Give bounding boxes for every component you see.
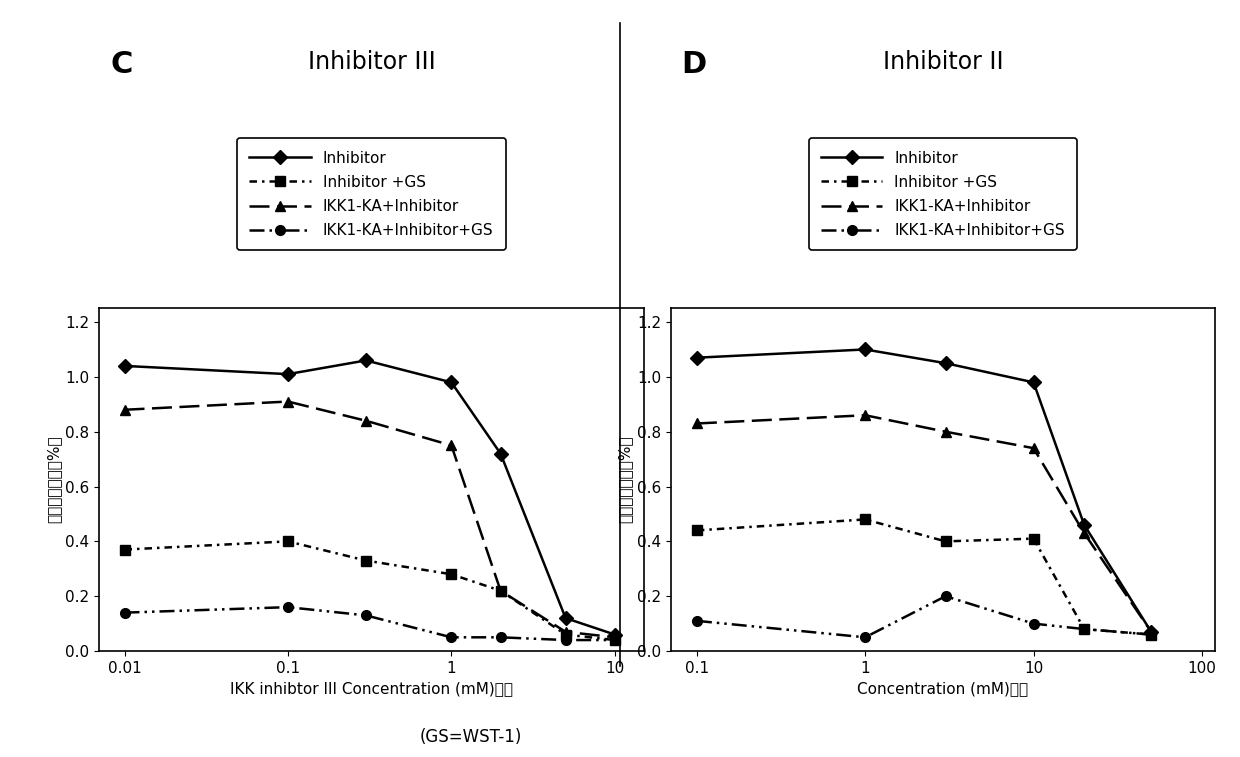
Inhibitor <box>558 614 573 623</box>
IKK1-KA+Inhibitor+GS <box>689 616 704 625</box>
X-axis label: Concentration (mM)浓度: Concentration (mM)浓度 <box>857 681 1028 696</box>
Line: IKK1-KA+Inhibitor+GS: IKK1-KA+Inhibitor+GS <box>692 591 1156 642</box>
Inhibitor +GS <box>494 586 508 595</box>
Line: IKK1-KA+Inhibitor: IKK1-KA+Inhibitor <box>119 397 620 642</box>
IKK1-KA+Inhibitor+GS <box>858 633 873 642</box>
IKK1-KA+Inhibitor <box>689 419 704 428</box>
IKK1-KA+Inhibitor+GS <box>1027 619 1042 628</box>
IKK1-KA+Inhibitor+GS <box>444 633 459 642</box>
Y-axis label: 细胞存活（对照%）: 细胞存活（对照%） <box>46 436 61 524</box>
IKK1-KA+Inhibitor+GS <box>117 608 131 617</box>
Line: Inhibitor +GS: Inhibitor +GS <box>119 537 620 645</box>
Inhibitor +GS <box>689 526 704 535</box>
IKK1-KA+Inhibitor <box>1076 528 1091 537</box>
IKK1-KA+Inhibitor <box>494 586 508 595</box>
IKK1-KA+Inhibitor+GS <box>358 611 373 620</box>
Inhibitor +GS <box>358 556 373 565</box>
Text: (GS=WST-1): (GS=WST-1) <box>420 728 522 746</box>
Inhibitor <box>280 369 295 378</box>
Inhibitor <box>939 359 954 368</box>
Inhibitor <box>689 354 704 363</box>
Inhibitor +GS <box>608 636 622 645</box>
Line: IKK1-KA+Inhibitor+GS: IKK1-KA+Inhibitor+GS <box>119 603 620 645</box>
Inhibitor <box>608 630 622 639</box>
IKK1-KA+Inhibitor+GS <box>1076 625 1091 634</box>
IKK1-KA+Inhibitor <box>280 397 295 406</box>
Inhibitor +GS <box>1076 625 1091 634</box>
Inhibitor <box>444 378 459 387</box>
IKK1-KA+Inhibitor <box>858 411 873 420</box>
Inhibitor +GS <box>280 537 295 546</box>
Inhibitor +GS <box>1143 630 1158 639</box>
IKK1-KA+Inhibitor <box>1027 444 1042 453</box>
X-axis label: IKK inhibtor III Concentration (mM)浓度: IKK inhibtor III Concentration (mM)浓度 <box>229 681 513 696</box>
Inhibitor <box>1143 628 1158 637</box>
Inhibitor +GS <box>117 545 131 554</box>
Y-axis label: 细胞存活（对照%）: 细胞存活（对照%） <box>618 436 632 524</box>
Line: Inhibitor +GS: Inhibitor +GS <box>692 515 1156 640</box>
IKK1-KA+Inhibitor+GS <box>608 636 622 645</box>
Inhibitor <box>117 361 131 370</box>
IKK1-KA+Inhibitor+GS <box>494 633 508 642</box>
Line: Inhibitor: Inhibitor <box>692 344 1156 637</box>
IKK1-KA+Inhibitor+GS <box>939 592 954 601</box>
Line: Inhibitor: Inhibitor <box>119 356 620 640</box>
Legend: Inhibitor, Inhibitor +GS, IKK1-KA+Inhibitor, IKK1-KA+Inhibitor+GS: Inhibitor, Inhibitor +GS, IKK1-KA+Inhibi… <box>808 139 1078 251</box>
IKK1-KA+Inhibitor <box>1143 628 1158 637</box>
IKK1-KA+Inhibitor <box>939 427 954 436</box>
IKK1-KA+Inhibitor+GS <box>558 636 573 645</box>
Inhibitor +GS <box>1027 534 1042 544</box>
Inhibitor <box>1076 520 1091 529</box>
Inhibitor +GS <box>858 515 873 524</box>
IKK1-KA+Inhibitor <box>608 633 622 642</box>
Inhibitor +GS <box>939 537 954 546</box>
IKK1-KA+Inhibitor+GS <box>1143 630 1158 639</box>
Text: Inhibitor II: Inhibitor II <box>883 51 1003 74</box>
Inhibitor <box>1027 378 1042 387</box>
Line: IKK1-KA+Inhibitor: IKK1-KA+Inhibitor <box>692 410 1156 637</box>
Inhibitor +GS <box>558 630 573 639</box>
Inhibitor <box>358 356 373 365</box>
Inhibitor +GS <box>444 570 459 579</box>
Inhibitor <box>494 449 508 458</box>
IKK1-KA+Inhibitor <box>117 405 131 414</box>
IKK1-KA+Inhibitor+GS <box>280 603 295 612</box>
Text: Inhibitor III: Inhibitor III <box>308 51 435 74</box>
IKK1-KA+Inhibitor <box>558 628 573 637</box>
Text: C: C <box>110 51 133 79</box>
Inhibitor <box>858 345 873 354</box>
IKK1-KA+Inhibitor <box>444 441 459 450</box>
Text: D: D <box>682 51 707 79</box>
IKK1-KA+Inhibitor <box>358 416 373 425</box>
Legend: Inhibitor, Inhibitor +GS, IKK1-KA+Inhibitor, IKK1-KA+Inhibitor+GS: Inhibitor, Inhibitor +GS, IKK1-KA+Inhibi… <box>237 139 506 251</box>
